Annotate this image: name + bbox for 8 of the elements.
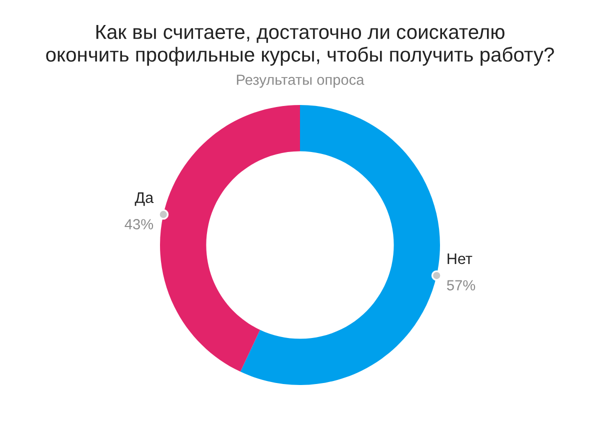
- chart-title: Как вы считаете, достаточно ли соискателю окончить профильные курсы, чтобы получить работу?: [46, 25, 554, 66]
- data-label: 57%: [447, 280, 476, 290]
- chart-subtitle: Результаты опроса: [236, 74, 364, 88]
- data-label: 43%: [124, 219, 154, 230]
- donut-slice: [160, 105, 300, 372]
- slice-label: Нет: [448, 253, 472, 264]
- donut-slice: [240, 105, 440, 385]
- slice-label: Да: [134, 192, 154, 206]
